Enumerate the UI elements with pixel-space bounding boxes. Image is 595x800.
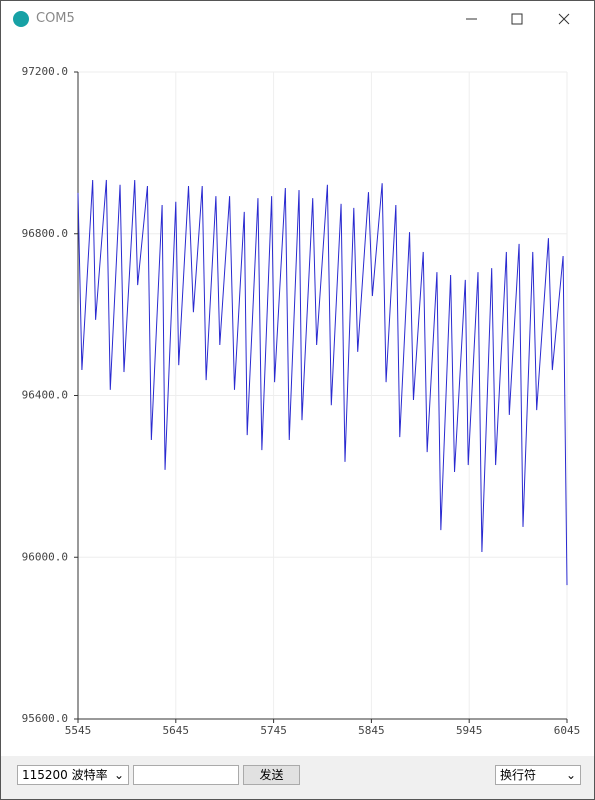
x-tick-label: 5745 [260, 724, 287, 737]
close-button[interactable] [558, 13, 570, 25]
x-tick-label: 6045 [554, 724, 581, 737]
y-tick-label: 96000.0 [22, 550, 68, 563]
line-ending-select[interactable]: 换行符 ⌄ [495, 765, 581, 785]
y-tick-label: 96400.0 [22, 389, 68, 402]
send-button[interactable]: 发送 [243, 765, 300, 785]
window-title: COM5 [36, 11, 75, 26]
control-bar: 115200 波特率 ⌄ 发送 换行符 ⌄ [1, 756, 594, 799]
dropdown-arrow: ⌄ [113, 768, 124, 782]
line-ending-label: 换行符 [500, 768, 537, 782]
baud-label: 115200 波特率 [22, 768, 108, 782]
x-tick-label: 5645 [163, 724, 190, 737]
y-tick-label: 96800.0 [22, 227, 68, 240]
app-icon [13, 11, 29, 27]
baud-select[interactable]: 115200 波特率 ⌄ [17, 765, 129, 785]
x-tick-label: 5845 [358, 724, 385, 737]
x-tick-label: 5945 [456, 724, 483, 737]
x-tick-label: 5545 [65, 724, 92, 737]
dropdown-arrow: ⌄ [565, 768, 576, 782]
send-input[interactable] [133, 765, 239, 785]
chart: 95600.0 96000.0 96400.0 96800.0 97200.0 5545 5… [22, 65, 581, 737]
y-tick-label: 97200.0 [22, 65, 68, 78]
data-line [77, 179, 568, 586]
window-buttons [466, 13, 570, 25]
title-bar: COM5 [0, 0, 595, 38]
maximize-button[interactable] [511, 13, 523, 25]
y-tick-label: 95600.0 [22, 712, 68, 725]
